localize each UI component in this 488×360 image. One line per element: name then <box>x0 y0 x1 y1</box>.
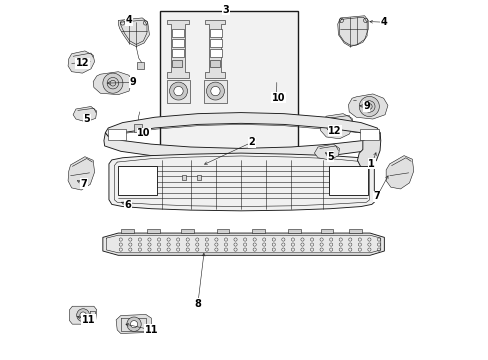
Text: 4: 4 <box>125 15 132 26</box>
Bar <box>209 60 219 67</box>
Bar <box>197 175 201 180</box>
Bar <box>121 229 134 233</box>
Bar <box>204 80 226 103</box>
Polygon shape <box>337 16 367 46</box>
Text: 5: 5 <box>326 152 333 162</box>
Bar <box>172 40 184 47</box>
Circle shape <box>80 312 86 319</box>
Text: 12: 12 <box>76 58 89 68</box>
Text: 3: 3 <box>222 5 229 15</box>
Polygon shape <box>102 233 384 255</box>
Text: 4: 4 <box>380 17 387 27</box>
Bar <box>180 229 193 233</box>
Circle shape <box>130 320 137 328</box>
Circle shape <box>174 86 183 96</box>
Bar <box>160 12 298 167</box>
Bar <box>118 166 157 195</box>
Text: 10: 10 <box>271 93 285 103</box>
Text: 11: 11 <box>144 325 158 335</box>
Text: 5: 5 <box>83 114 90 124</box>
Polygon shape <box>314 144 339 160</box>
Text: 9: 9 <box>362 102 369 112</box>
Polygon shape <box>69 306 97 324</box>
Polygon shape <box>118 18 149 46</box>
Bar <box>359 129 378 140</box>
Polygon shape <box>68 157 94 190</box>
Polygon shape <box>348 94 387 119</box>
Circle shape <box>126 317 141 331</box>
Polygon shape <box>167 21 188 78</box>
Bar <box>287 229 301 233</box>
Bar <box>252 229 265 233</box>
Bar <box>209 40 222 47</box>
Text: 8: 8 <box>194 299 201 309</box>
Bar <box>134 125 142 132</box>
Bar <box>216 229 229 233</box>
Bar <box>107 129 126 140</box>
Text: 10: 10 <box>137 129 150 138</box>
Text: 9: 9 <box>129 77 136 87</box>
Circle shape <box>102 73 122 93</box>
Bar <box>209 49 222 57</box>
Text: 7: 7 <box>81 179 87 189</box>
Polygon shape <box>204 21 224 78</box>
Text: 2: 2 <box>248 138 255 147</box>
Polygon shape <box>68 51 94 73</box>
Text: 12: 12 <box>327 126 341 135</box>
Text: 1: 1 <box>367 159 374 169</box>
Polygon shape <box>105 113 379 136</box>
Polygon shape <box>386 156 413 189</box>
Polygon shape <box>73 107 97 122</box>
Polygon shape <box>109 153 373 211</box>
Bar <box>182 175 185 180</box>
Circle shape <box>210 86 220 96</box>
Polygon shape <box>116 315 152 333</box>
Text: 7: 7 <box>373 191 380 201</box>
Circle shape <box>169 82 187 100</box>
Polygon shape <box>357 133 380 170</box>
Bar <box>146 229 159 233</box>
Bar <box>137 62 144 69</box>
Bar <box>272 93 280 101</box>
Bar <box>320 229 333 233</box>
Polygon shape <box>93 72 131 95</box>
Circle shape <box>359 96 379 117</box>
Polygon shape <box>320 114 353 139</box>
Bar <box>172 49 184 57</box>
Bar <box>209 30 222 37</box>
Text: 6: 6 <box>124 200 131 210</box>
Bar <box>172 60 182 67</box>
Bar <box>167 80 189 103</box>
Bar <box>172 30 184 37</box>
Bar <box>348 229 362 233</box>
Circle shape <box>206 82 224 100</box>
Polygon shape <box>104 133 379 160</box>
Bar <box>328 166 367 195</box>
Circle shape <box>77 309 89 321</box>
Text: 11: 11 <box>81 315 95 325</box>
